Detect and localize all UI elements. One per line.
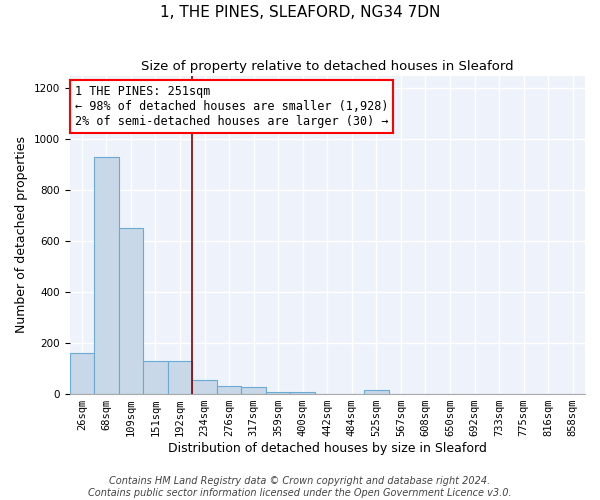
Bar <box>217 386 241 394</box>
Text: 1 THE PINES: 251sqm
← 98% of detached houses are smaller (1,928)
2% of semi-deta: 1 THE PINES: 251sqm ← 98% of detached ho… <box>74 85 388 128</box>
Bar <box>119 228 143 394</box>
Bar <box>364 390 389 394</box>
Bar <box>168 361 192 394</box>
Bar <box>143 361 168 394</box>
Y-axis label: Number of detached properties: Number of detached properties <box>15 136 28 334</box>
Bar <box>290 392 315 394</box>
Text: 1, THE PINES, SLEAFORD, NG34 7DN: 1, THE PINES, SLEAFORD, NG34 7DN <box>160 5 440 20</box>
Bar <box>192 380 217 394</box>
Bar <box>94 157 119 394</box>
Bar <box>241 387 266 394</box>
Bar <box>70 354 94 394</box>
Title: Size of property relative to detached houses in Sleaford: Size of property relative to detached ho… <box>141 60 514 73</box>
Text: Contains HM Land Registry data © Crown copyright and database right 2024.
Contai: Contains HM Land Registry data © Crown c… <box>88 476 512 498</box>
Bar <box>266 392 290 394</box>
X-axis label: Distribution of detached houses by size in Sleaford: Distribution of detached houses by size … <box>168 442 487 455</box>
